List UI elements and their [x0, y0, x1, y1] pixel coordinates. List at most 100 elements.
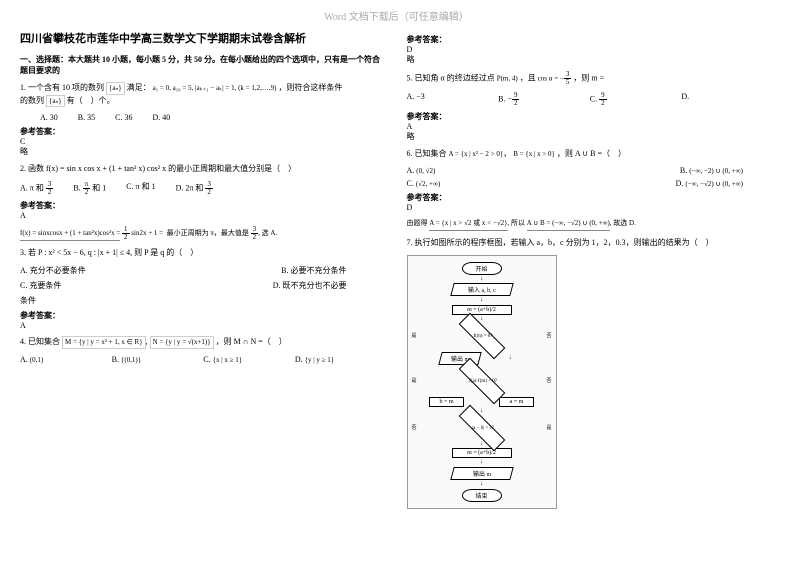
- q2-opt-d: D. 2π 和 32: [176, 181, 213, 196]
- q4-set-N: N = {y | y = √(x+1)}: [150, 336, 214, 349]
- question-7: 7. 执行如图所示的程序框图，若输入 a，b，c 分别为 1，2，0.3，则输出…: [407, 237, 774, 249]
- question-2: 2. 函数 f(x) = sin x cos x + (1 + tan² x) …: [20, 163, 387, 175]
- q2-work-text: 最小正周期为 π，最大值是: [167, 229, 249, 237]
- q4-opt-b: B. {(0,1)}: [112, 355, 204, 364]
- q5-answer: A: [407, 122, 774, 131]
- q1-condition: a₁ = 0, a₁₀ = 5, |aₖ₊₁ − aₖ| = 1, (k = 1…: [153, 84, 277, 92]
- q6-work-b: A = {x | x > √2 或 x < −√2}: [429, 218, 507, 231]
- flowchart-diagram: 开始 ↓ 输入 a, b, c ↓ m = (a+b)/2 ↓ 是 f(m) =…: [407, 255, 557, 510]
- fc-step3: m = (a+b)/2: [452, 448, 512, 458]
- q2-work-text2: 选 A.: [262, 229, 278, 237]
- q2-work: f(x) = sinxcosx + (1 + tan²x)cos²x = 12 …: [20, 226, 387, 241]
- q6-work: 由题得 A = {x | x > √2 或 x < −√2}, 所以 A ∪ B…: [407, 218, 774, 231]
- q3-opt-d: D. 既不充分也不必要: [273, 280, 347, 291]
- q1-answer-label: 参考答案：: [20, 126, 387, 137]
- q1-note: 略: [20, 146, 387, 157]
- q1-seq-box-2: {aₙ}: [46, 95, 65, 108]
- q6-opt-c: C. (√2, +∞): [407, 179, 441, 188]
- fc-no-3: 否: [412, 424, 417, 431]
- q4-answer: D: [407, 45, 774, 54]
- q6-set-A: A = {x | x² − 2 > 0}: [449, 150, 504, 158]
- q2-work-formula2: sin2x + 1 =: [131, 229, 163, 237]
- q6-work-d: A ∪ B = (−∞, −√2) ∪ (0, +∞): [527, 218, 610, 231]
- fc-step2b: a = m: [499, 397, 534, 407]
- question-5: 5. 已知角 α 的终边经过点 P(m, 4) ，且 cos α = −35 ，…: [407, 71, 774, 86]
- q3-answer: A: [20, 321, 387, 330]
- q5-options: A. −3 B. −92 C. 92 D.: [407, 92, 774, 107]
- q4-note: 略: [407, 54, 774, 65]
- q4-opt-d: D. {y | y ≥ 1}: [295, 355, 387, 364]
- fc-no-2: 否: [546, 377, 551, 384]
- q5-point: P(m, 4): [497, 74, 518, 82]
- fc-arrow-1: ↓: [412, 277, 552, 282]
- q5-stem-a: 5. 已知角 α 的终边经过点: [407, 73, 495, 82]
- q5-opt-b: B. −92: [498, 92, 590, 107]
- right-column: 参考答案： D 略 5. 已知角 α 的终边经过点 P(m, 4) ，且 cos…: [407, 30, 774, 509]
- fc-arrow-7: ↓: [412, 460, 552, 465]
- q5-opt-a: A. −3: [407, 92, 499, 107]
- q2-answer-label: 参考答案：: [20, 200, 387, 211]
- fc-yes-2: 是: [412, 377, 417, 384]
- fc-yes-3: 是: [546, 424, 551, 431]
- q4-stem-b: ，则 M ∩ N =（ ）: [216, 337, 287, 346]
- q4-set-M: M = {y | y = x² + 1, x ∈ R}: [62, 336, 146, 349]
- q3-answer-label: 参考答案：: [20, 310, 387, 321]
- q6-stem-a: 6. 已知集合: [407, 149, 447, 158]
- q6-answer-label: 参考答案：: [407, 192, 774, 203]
- q6-options-2: C. (√2, +∞) D. (−∞, −√2) ∪ (0, +∞): [407, 179, 774, 188]
- q1-seq-box: {aₙ}: [106, 82, 125, 95]
- fc-arrow-6: ↓: [412, 442, 552, 447]
- q1-opt-d: D. 40: [152, 113, 170, 122]
- question-4: 4. 已知集合 M = {y | y = x² + 1, x ∈ R}, N =…: [20, 336, 387, 349]
- page-container: 四川省攀枝花市莲华中学高三数学文下学期期末试卷含解析 一、选择题：本大题共 10…: [0, 0, 793, 519]
- q5-opt-d: D.: [681, 92, 773, 107]
- q6-opt-a: A. (0, √2): [407, 166, 436, 175]
- q4-answer-label: 参考答案：: [407, 34, 774, 45]
- fc-arrow-8: ↓: [412, 482, 552, 487]
- fc-step1: m = (a+b)/2: [452, 305, 512, 315]
- fc-input: 输入 a, b, c: [450, 283, 513, 296]
- question-1: 1. 一个含有 10 项的数列 {aₙ} 满足： a₁ = 0, a₁₀ = 5…: [20, 82, 387, 107]
- fc-arrow-4: ↓: [509, 356, 512, 361]
- left-column: 四川省攀枝花市莲华中学高三数学文下学期期末试卷含解析 一、选择题：本大题共 10…: [20, 30, 387, 509]
- q2-answer: A: [20, 211, 387, 220]
- q1-stem-b: 满足：: [127, 83, 151, 92]
- q1-opt-b: B. 35: [78, 113, 95, 122]
- q5-opt-c: C. 92: [590, 92, 682, 107]
- q4-stem-a: 4. 已知集合: [20, 337, 60, 346]
- fc-output2: 输出 m: [450, 467, 513, 480]
- q1-opt-c: C. 36: [115, 113, 132, 122]
- question-6: 6. 已知集合 A = {x | x² − 2 > 0}， B = {x | x…: [407, 148, 774, 160]
- q4-opt-c: C. {x | x ≥ 1}: [203, 355, 295, 364]
- document-title: 四川省攀枝花市莲华中学高三数学文下学期期末试卷含解析: [20, 30, 387, 46]
- q1-opt-a: A. 30: [40, 113, 58, 122]
- q6-work-e: 故选 D.: [613, 219, 636, 227]
- q6-set-B: B = {x | x > 0}: [513, 150, 555, 158]
- q1-stem-c: ，则符合这样条件: [278, 83, 342, 92]
- q6-options-1: A. (0, √2) B. (−∞, −2) ∪ (0, +∞): [407, 166, 774, 175]
- q4-opt-a: A. (0,1): [20, 355, 112, 364]
- fc-arrow-2: ↓: [412, 298, 552, 303]
- q5-cos: cos α = −: [538, 74, 564, 82]
- q6-work-a: 由题得: [407, 219, 428, 227]
- q6-work-c: 所以: [511, 219, 525, 227]
- q1-stem-d: 的数列: [20, 96, 44, 105]
- q1-stem-a: 1. 一个含有 10 项的数列: [20, 83, 104, 92]
- q6-answer: D: [407, 203, 774, 212]
- q3-opt-a: A. 充分不必要条件: [20, 265, 86, 276]
- q2-options: A. π 和 32 B. π2 和 1 C. π 和 1 D. 2π 和 32: [20, 181, 387, 196]
- q5-stem-c: ，则 m =: [573, 73, 604, 82]
- q5-note: 略: [407, 131, 774, 142]
- q2-opt-c: C. π 和 1: [126, 181, 155, 196]
- q3-options-2: C. 充要条件 D. 既不充分也不必要: [20, 280, 387, 291]
- q6-opt-d: D. (−∞, −√2) ∪ (0, +∞): [676, 179, 743, 188]
- q5-answer-label: 参考答案：: [407, 111, 774, 122]
- q2-work-formula1: f(x) = sinxcosx + (1 + tan²x)cos²x =: [20, 228, 120, 241]
- section-1-heading: 一、选择题：本大题共 10 小题，每小题 5 分，共 50 分。在每小题给出的四…: [20, 54, 387, 76]
- q1-options: A. 30 B. 35 C. 36 D. 40: [20, 113, 387, 122]
- fc-end: 结束: [462, 489, 502, 502]
- q6-opt-b: B. (−∞, −2) ∪ (0, +∞): [680, 166, 743, 175]
- q4-options: A. (0,1) B. {(0,1)} C. {x | x ≥ 1} D. {y…: [20, 355, 387, 364]
- q6-stem-b: ，则 A ∪ B =（ ）: [557, 149, 626, 158]
- fc-yes-1: 是: [412, 332, 417, 339]
